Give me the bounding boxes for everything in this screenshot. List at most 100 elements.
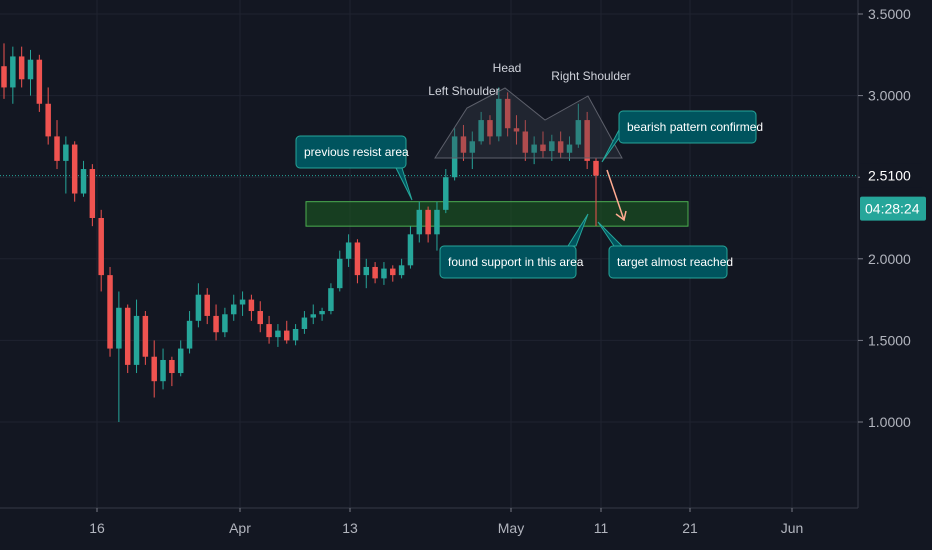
candle-body [1,66,7,88]
candle[interactable] [116,291,122,422]
candle[interactable] [478,111,484,145]
candle[interactable] [301,311,308,334]
candle-body [469,141,476,153]
candle-body [239,299,246,305]
candle[interactable] [213,304,219,341]
countdown-label: 04:28:24 [865,201,920,217]
candle[interactable] [142,311,149,365]
candle[interactable] [204,288,210,325]
candle-body [478,120,484,142]
candle[interactable] [36,54,43,112]
candle-body [301,317,308,329]
candle[interactable] [522,120,529,161]
callout-text: bearish pattern confirmed [627,120,763,134]
candle[interactable] [89,164,96,227]
candle[interactable] [222,307,228,338]
candle[interactable] [54,120,60,170]
candle-body [63,144,69,161]
time-axis[interactable]: 16 Apr 13 May 11 21 Jun [89,508,803,536]
candle[interactable] [310,304,316,325]
candle-body [593,160,599,176]
candle[interactable] [328,283,334,315]
candle[interactable] [248,294,255,321]
y-tick-label: 1.0000 [868,414,911,430]
candle[interactable] [160,348,166,390]
candle[interactable] [275,324,281,347]
candle-body [186,320,193,349]
candle[interactable] [398,258,405,279]
candle[interactable] [98,209,104,292]
head-label: Head [493,61,522,75]
candle[interactable] [372,262,378,284]
candle[interactable] [284,320,290,344]
candle[interactable] [18,46,25,88]
candle[interactable] [390,265,396,282]
candle[interactable] [540,131,546,158]
candle[interactable] [345,234,352,267]
head-shoulders-outline [434,87,623,159]
candle[interactable] [504,92,511,137]
candle[interactable] [169,356,175,387]
candle-body [36,59,43,104]
candle[interactable] [443,169,449,214]
candle[interactable] [363,258,370,289]
candle[interactable] [513,115,520,145]
candle[interactable] [496,87,502,142]
candlestick-series[interactable] [1,43,599,422]
candle-body [487,120,493,137]
candle[interactable] [71,141,78,202]
candle[interactable] [451,128,458,181]
candle-body [107,275,113,349]
candle[interactable] [292,324,299,346]
candle-body [416,209,423,235]
candle[interactable] [549,134,555,161]
candle[interactable] [186,311,193,354]
candle-body [319,311,325,315]
candle[interactable] [63,136,69,194]
candle[interactable] [575,103,582,148]
candle[interactable] [460,124,467,161]
candle[interactable] [124,304,131,374]
arrow-head [615,210,627,222]
candle[interactable] [354,239,361,284]
candle[interactable] [584,111,590,170]
candle[interactable] [531,136,537,165]
candle[interactable] [381,262,387,285]
candle[interactable] [593,157,599,227]
candle[interactable] [27,49,34,96]
candle-body [504,98,511,129]
candle-body [266,324,272,338]
candle[interactable] [151,340,157,398]
candle[interactable] [45,87,51,145]
candle[interactable] [266,315,272,344]
candle-body [310,314,316,318]
candle[interactable] [425,206,431,243]
candle[interactable] [107,266,113,357]
candle[interactable] [557,131,564,158]
candle-body [372,266,378,279]
candle[interactable] [416,201,423,243]
candle[interactable] [487,115,493,145]
candle-body [204,294,210,316]
candle[interactable] [133,299,140,374]
candle-body [124,307,131,365]
candle-body [513,128,520,132]
candle[interactable] [10,46,16,104]
candle[interactable] [80,160,87,197]
y-tick-label: 2.0000 [868,251,911,267]
candle[interactable] [407,226,414,269]
candle[interactable] [239,291,246,316]
candle[interactable] [434,201,440,251]
candle[interactable] [257,301,263,333]
candle[interactable] [469,131,476,170]
candle[interactable] [1,43,7,99]
callout-previous-resist: previous resist area [295,135,413,201]
candle[interactable] [230,294,237,321]
candle[interactable] [177,340,184,377]
candle[interactable] [195,283,202,328]
candle[interactable] [566,136,573,161]
candle[interactable] [319,307,325,321]
candle[interactable] [337,250,343,292]
